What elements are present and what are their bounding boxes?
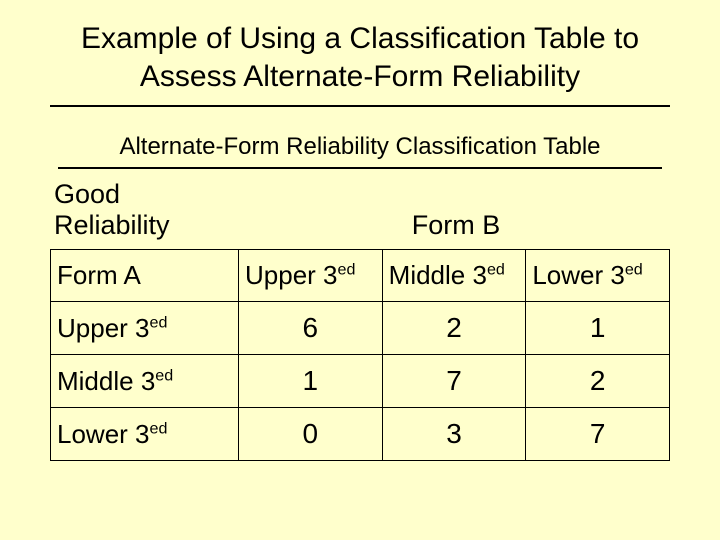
cell-r2c3: 2 — [526, 355, 670, 408]
row-header-lower-base: Lower 3 — [57, 419, 150, 449]
col-header-upper-base: Upper 3 — [245, 260, 338, 290]
table-caption: Alternate-Form Reliability Classificatio… — [58, 133, 662, 169]
cell-r3c1: 0 — [239, 408, 383, 461]
table-row: Middle 3ed 1 7 2 — [51, 355, 670, 408]
col-header-lower-base: Lower 3 — [532, 260, 625, 290]
col-header-lower: Lower 3ed — [526, 250, 670, 302]
col-header-upper-sup: ed — [338, 260, 356, 278]
corner-label: Good Reliability — [50, 175, 242, 249]
row-header-upper: Upper 3ed — [51, 302, 239, 355]
cell-r2c2: 7 — [382, 355, 526, 408]
classification-table: Form A Upper 3ed Middle 3ed Lower 3ed Up… — [50, 249, 670, 461]
col-header-upper: Upper 3ed — [239, 250, 383, 302]
cell-r2c1: 1 — [239, 355, 383, 408]
table-top-labels: Good Reliability Form B — [50, 175, 670, 249]
row-header-upper-sup: ed — [150, 313, 168, 331]
row-header-lower-sup: ed — [150, 419, 168, 437]
row-header-lower: Lower 3ed — [51, 408, 239, 461]
row-header-middle: Middle 3ed — [51, 355, 239, 408]
table-header-row: Form A Upper 3ed Middle 3ed Lower 3ed — [51, 250, 670, 302]
slide: Example of Using a Classification Table … — [0, 0, 720, 540]
cell-r3c3: 7 — [526, 408, 670, 461]
col-header-middle-sup: ed — [487, 260, 505, 278]
table-row: Lower 3ed 0 3 7 — [51, 408, 670, 461]
row-header-upper-base: Upper 3 — [57, 313, 150, 343]
row-header-middle-base: Middle 3 — [57, 366, 155, 396]
cell-r3c2: 3 — [382, 408, 526, 461]
cell-r1c3: 1 — [526, 302, 670, 355]
slide-title: Example of Using a Classification Table … — [50, 20, 670, 107]
form-b-label: Form B — [242, 175, 670, 249]
cell-r1c1: 6 — [239, 302, 383, 355]
row-header-middle-sup: ed — [155, 366, 173, 384]
table-row: Upper 3ed 6 2 1 — [51, 302, 670, 355]
col-header-middle-base: Middle 3 — [389, 260, 487, 290]
cell-r1c2: 2 — [382, 302, 526, 355]
col-header-lower-sup: ed — [625, 260, 643, 278]
form-a-label: Form A — [51, 250, 239, 302]
col-header-middle: Middle 3ed — [382, 250, 526, 302]
